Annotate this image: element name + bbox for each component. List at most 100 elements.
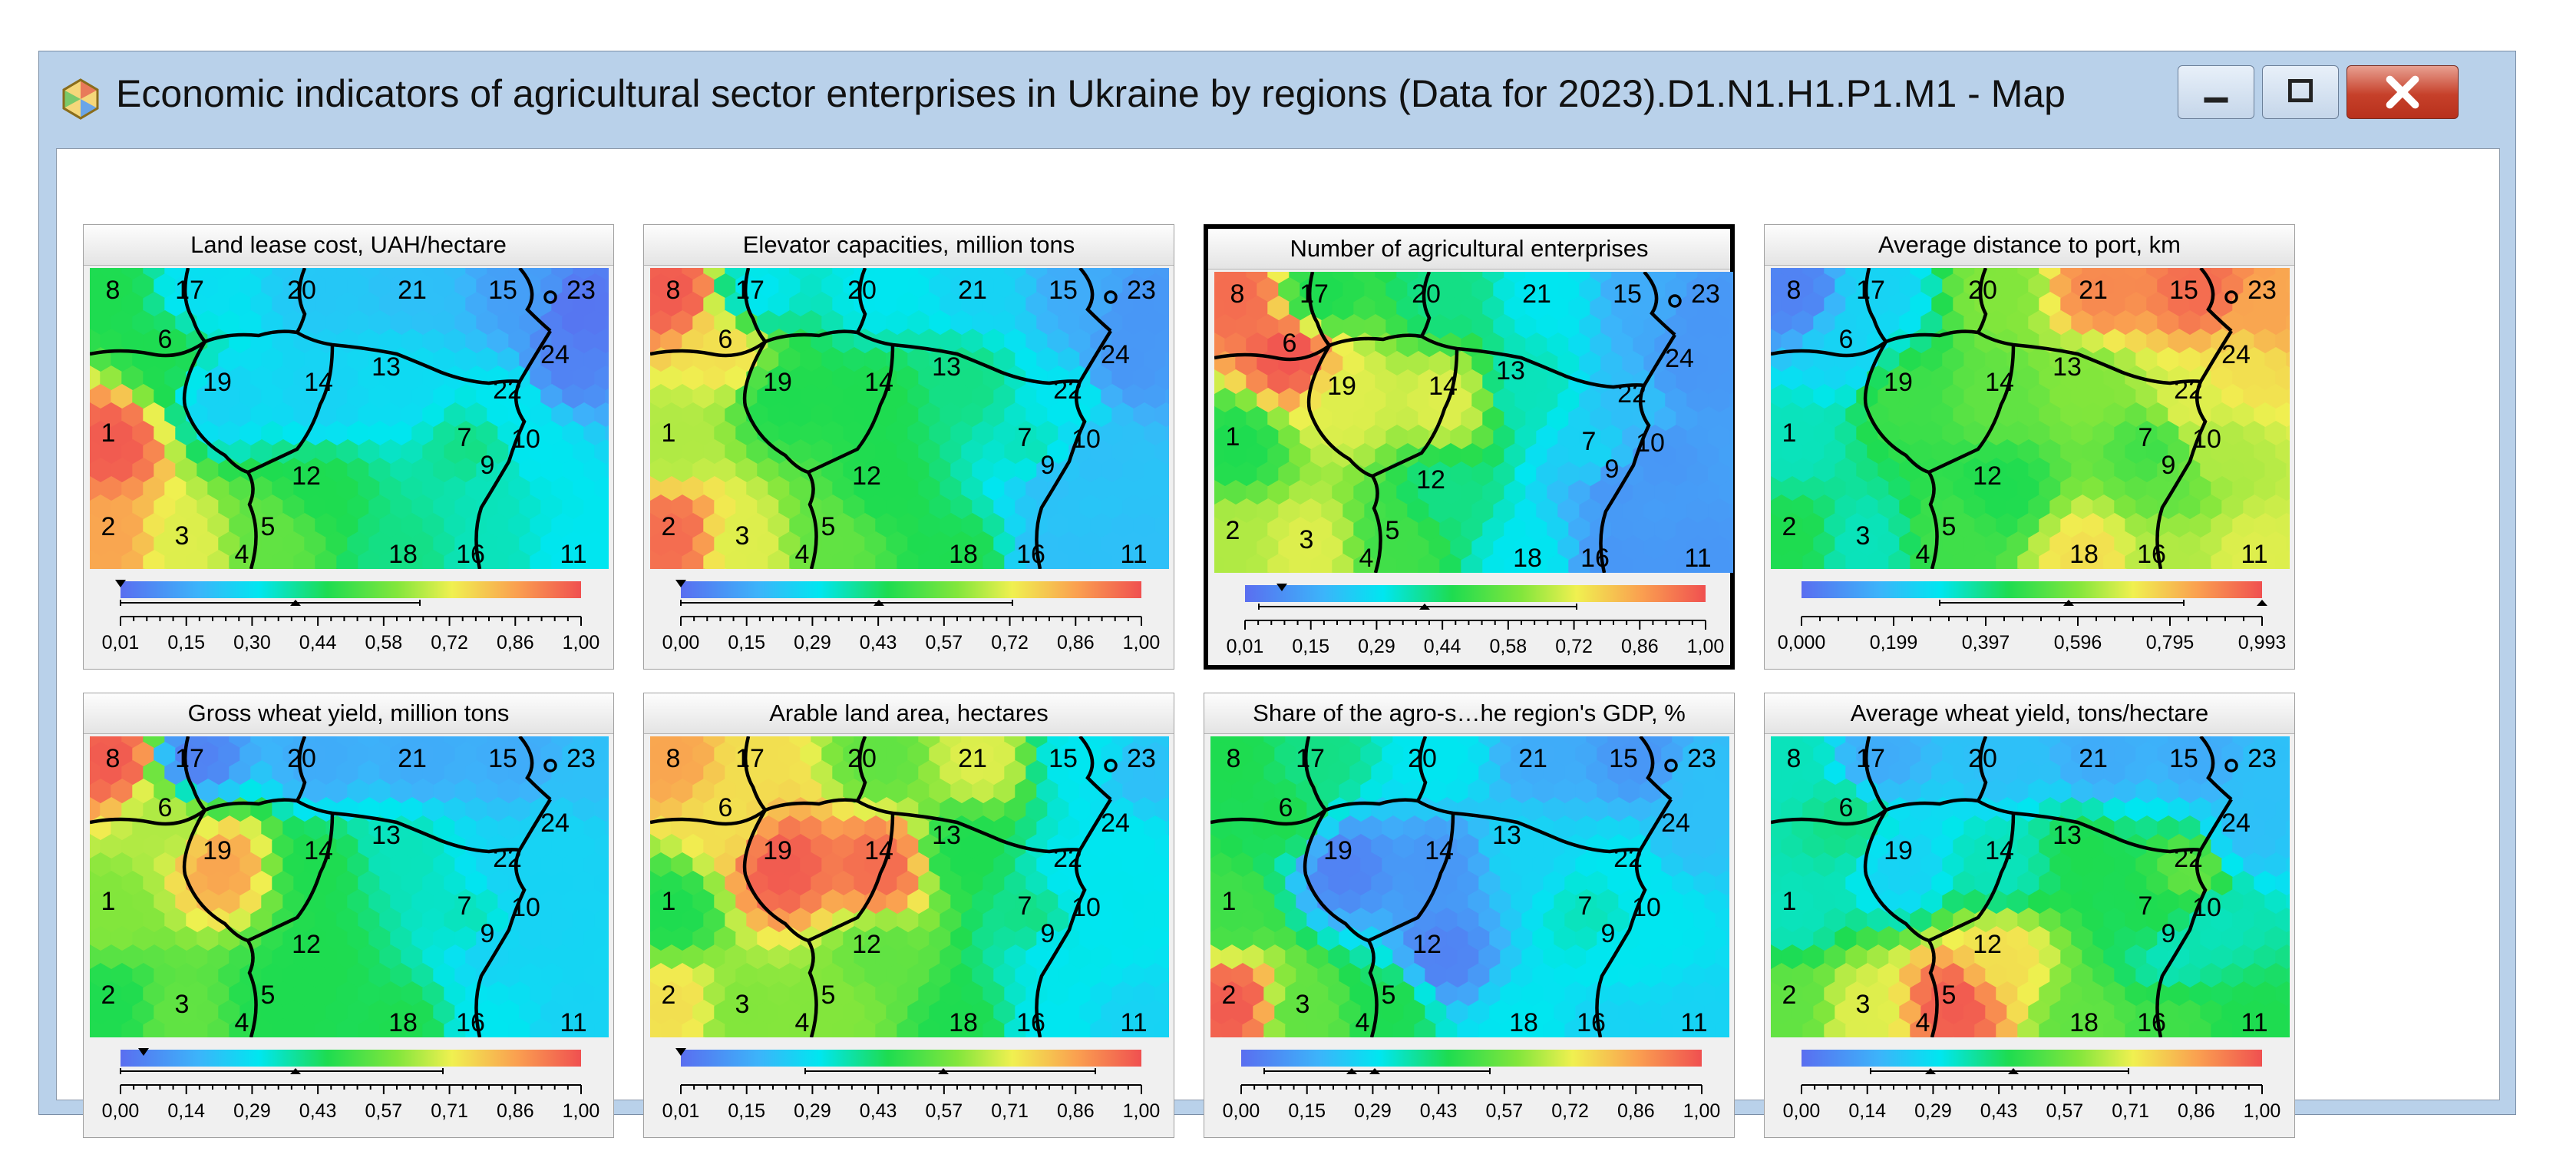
map-cell <box>476 963 499 989</box>
map-cell <box>207 476 230 502</box>
map-cell <box>821 889 844 915</box>
map-cell <box>2017 476 2040 502</box>
tick-label: 0,199 <box>1870 632 1918 653</box>
map-cell <box>1321 425 1344 451</box>
map-cell <box>1328 736 1351 749</box>
map-cell <box>1504 296 1527 322</box>
map-cell <box>907 1000 930 1026</box>
title-bar[interactable]: Economic indicators of agricultural sect… <box>39 51 2515 147</box>
map-cell <box>390 531 413 557</box>
map-cell <box>1704 963 1727 989</box>
region-label: 24 <box>1101 809 1130 838</box>
som-map[interactable]: 8 17 20 21 15 23 6 24 19 14 13 22 1 7 10 9 12 2 3 5 4 18 16 11 <box>1210 736 1729 1037</box>
map-cell <box>1220 944 1243 971</box>
map-panel[interactable]: Number of agricultural enterprises 8 17 20 2… <box>1204 224 1735 670</box>
map-cell <box>465 871 488 897</box>
map-cell <box>2157 458 2180 484</box>
map-cell <box>1771 513 1782 539</box>
map-cell <box>390 495 413 521</box>
map-cell <box>1597 742 1620 768</box>
map-cell <box>1500 1018 1523 1037</box>
map-cell <box>121 944 144 971</box>
map-cell <box>1878 963 1901 989</box>
map-panel[interactable]: Elevator capacities, million tons 8 17 20 21… <box>643 224 1174 670</box>
maximize-button[interactable] <box>2262 65 2339 119</box>
map-cell <box>961 908 984 934</box>
map-cell <box>961 513 984 539</box>
map-panel[interactable]: Share of the agro-s…he region's GDP, % 8 1… <box>1204 693 1735 1138</box>
map-cell <box>1246 517 1269 543</box>
map-cell <box>2243 815 2266 842</box>
som-map[interactable]: 8 17 20 21 15 23 6 24 19 14 13 22 1 7 10 9 12 2 3 5 4 18 16 11 <box>650 268 1169 569</box>
map-cell <box>111 815 134 842</box>
map-cell <box>1953 1018 1976 1037</box>
map-cell <box>1618 815 1641 842</box>
value-marker <box>675 580 686 587</box>
map-cell <box>2060 292 2083 318</box>
map-cell <box>175 926 198 952</box>
minimize-button[interactable] <box>2178 65 2254 119</box>
map-cell <box>2211 513 2234 539</box>
map-cell <box>111 852 134 878</box>
map-cell <box>605 893 609 911</box>
map-cell <box>2028 273 2051 299</box>
map-cell <box>1607 834 1630 860</box>
map-panel[interactable]: Arable land area, hectares 8 17 20 21 15 23 6 24… <box>643 693 1174 1138</box>
map-cell <box>1878 495 1901 521</box>
map-cell <box>1780 568 1783 569</box>
map-cell <box>940 329 963 355</box>
map-cell <box>1878 852 1901 878</box>
som-map-icon[interactable] <box>59 78 102 121</box>
map-cell <box>1328 760 1351 786</box>
som-map[interactable]: 8 17 20 21 15 23 6 24 19 14 13 22 1 7 10 9 12 2 3 5 4 18 16 11 <box>90 268 609 569</box>
map-cell <box>1090 550 1113 569</box>
map-cell <box>1835 963 1858 989</box>
map-cell <box>1047 981 1070 1007</box>
map-cell <box>605 498 609 517</box>
map-cell <box>1611 517 1634 543</box>
som-map[interactable]: 8 17 20 21 15 23 6 24 19 14 13 22 1 7 10 9 12 2 3 5 4 18 16 11 <box>1771 268 2290 569</box>
map-cell <box>907 421 930 447</box>
map-cell <box>2221 347 2244 373</box>
map-panel[interactable]: Land lease cost, UAH/hectare 8 17 20 21 15 23 6… <box>83 224 614 670</box>
close-button[interactable] <box>2346 65 2459 119</box>
map-cell <box>1511 779 1534 805</box>
map-cell <box>1068 329 1091 355</box>
map-cell <box>154 779 177 805</box>
map-cell <box>1792 310 1815 336</box>
map-cell <box>2168 550 2191 569</box>
map-cell <box>1676 369 1699 395</box>
map-cell <box>282 852 305 878</box>
map-cell <box>379 550 402 569</box>
map-panel[interactable]: Average wheat yield, tons/hectare 8 17 20 21… <box>1764 693 2295 1138</box>
map-cell <box>746 944 769 971</box>
som-map[interactable]: 8 17 20 21 15 23 6 24 19 14 13 22 1 7 10 9 12 2 3 5 4 18 16 11 <box>1214 272 1733 573</box>
som-map[interactable]: 8 17 20 21 15 23 6 24 19 14 13 22 1 7 10 9 12 2 3 5 4 18 16 11 <box>1771 736 2290 1037</box>
map-cell <box>757 889 780 915</box>
map-cell <box>1802 292 1825 318</box>
map-cell <box>304 310 327 336</box>
map-cell <box>2232 760 2255 786</box>
map-cell <box>671 852 694 878</box>
region-label: 7 <box>1018 423 1032 452</box>
map-cell <box>2103 550 2126 569</box>
map-cell <box>1231 742 1254 768</box>
map-cell <box>1532 963 1555 989</box>
som-map[interactable]: 8 17 20 21 15 23 6 24 19 14 13 22 1 7 10 9 12 2 3 5 4 18 16 11 <box>90 736 609 1037</box>
map-panel[interactable]: Average distance to port, km 8 17 20 21 15 23 6… <box>1764 224 2295 670</box>
map-cell <box>2157 273 2180 299</box>
map-cell <box>778 421 801 447</box>
map-cell <box>497 531 520 557</box>
som-map[interactable]: 8 17 20 21 15 23 6 24 19 14 13 22 1 7 10 9 12 2 3 5 4 18 16 11 <box>650 736 1169 1037</box>
value-marker <box>874 600 884 606</box>
region-label: 2 <box>101 981 116 1010</box>
map-cell <box>929 963 952 989</box>
map-cell <box>714 458 737 484</box>
map-cell <box>1025 834 1049 860</box>
map-cell <box>2092 384 2115 410</box>
map-cell <box>725 1018 748 1037</box>
map-cell <box>1610 572 1613 573</box>
close-icon <box>2386 75 2419 109</box>
map-panel[interactable]: Gross wheat yield, million tons 8 17 20 21 15… <box>83 693 614 1138</box>
map-cell <box>1309 572 1313 573</box>
